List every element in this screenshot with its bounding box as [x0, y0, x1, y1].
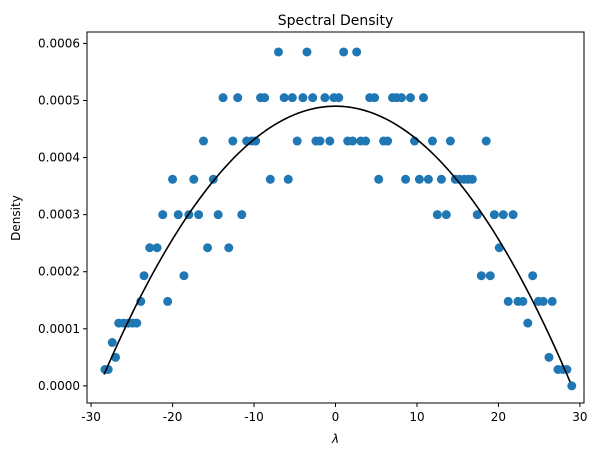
scatter-point [218, 93, 228, 103]
scatter-point [562, 364, 572, 374]
scatter-point [308, 93, 318, 103]
scatter-point [273, 47, 283, 57]
scatter-point [441, 210, 451, 220]
x-tick-label: 10 [409, 410, 424, 424]
scatter-point [302, 47, 312, 57]
y-axis-ticks: 0.0000 0.0001 0.0002 0.0003 0.0004 0.0005 0.00… [38, 36, 87, 393]
x-tick-label: -30 [81, 410, 101, 424]
scatter-point [194, 210, 204, 220]
scatter-point [139, 271, 149, 281]
x-tick-label: -20 [163, 410, 183, 424]
scatter-point [370, 93, 380, 103]
scatter-point [334, 93, 344, 103]
fitted-curve-layer [103, 105, 571, 383]
scatter-point [213, 210, 223, 220]
scatter-point [287, 93, 297, 103]
x-tick-label: -10 [244, 410, 264, 424]
scatter-point [445, 136, 455, 146]
x-axis-label: λ [331, 432, 339, 446]
scatter-point [567, 381, 577, 391]
scatter-point [158, 210, 168, 220]
scatter-point [152, 243, 162, 253]
scatter-point [292, 136, 302, 146]
y-tick-label: 0.0005 [38, 93, 80, 107]
scatter-point [145, 243, 155, 253]
scatter-point [476, 271, 486, 281]
y-tick-label: 0.0002 [38, 265, 80, 279]
scatter-point [203, 243, 213, 253]
scatter-point [189, 174, 199, 184]
y-tick-label: 0.0000 [38, 379, 80, 393]
scatter-point [427, 136, 437, 146]
scatter-point [423, 174, 433, 184]
scatter-point [279, 93, 289, 103]
scatter-point [547, 296, 557, 306]
scatter-point [528, 271, 538, 281]
scatter-point [401, 174, 411, 184]
scatter-point [228, 136, 238, 146]
scatter-point [348, 136, 358, 146]
scatter-point [523, 318, 533, 328]
scatter-point [518, 296, 528, 306]
scatter-point [179, 271, 189, 281]
scatter-point [418, 93, 428, 103]
scatter-point [132, 318, 142, 328]
chart-title: Spectral Density [278, 13, 393, 29]
scatter-point [260, 93, 270, 103]
scatter-point [298, 93, 308, 103]
y-tick-label: 0.0004 [38, 151, 80, 165]
scatter-point [265, 174, 275, 184]
scatter-point [383, 136, 393, 146]
scatter-point [208, 174, 218, 184]
scatter-point [481, 136, 491, 146]
scatter-point [467, 174, 477, 184]
scatter-point [538, 296, 548, 306]
fitted-curve [103, 105, 571, 383]
scatter-point [352, 47, 362, 57]
scatter-point [405, 93, 415, 103]
y-tick-label: 0.0001 [38, 322, 80, 336]
x-tick-label: 0 [332, 410, 340, 424]
scatter-point [361, 136, 371, 146]
x-tick-label: 30 [572, 410, 587, 424]
scatter-point [224, 243, 234, 253]
scatter-point [339, 47, 349, 57]
scatter-point [251, 136, 261, 146]
scatter-point [485, 271, 495, 281]
scatter-point [432, 210, 442, 220]
scatter-point [489, 210, 499, 220]
scatter-point [436, 174, 446, 184]
scatter-point [233, 93, 243, 103]
scatter-point [414, 174, 424, 184]
y-tick-label: 0.0006 [38, 36, 80, 50]
scatter-point [168, 174, 178, 184]
scatter-point [374, 174, 384, 184]
scatter-point [472, 210, 482, 220]
scatter-point [283, 174, 293, 184]
scatter-point [173, 210, 183, 220]
scatter-point [237, 210, 247, 220]
scatter-point [320, 93, 330, 103]
scatter-point [315, 136, 325, 146]
scatter-point [325, 136, 335, 146]
scatter-point [498, 210, 508, 220]
y-tick-label: 0.0003 [38, 208, 80, 222]
x-axis-ticks: -30 -20 -10 0 10 20 30 [81, 403, 588, 424]
x-tick-label: 20 [491, 410, 506, 424]
scatter-point [396, 93, 406, 103]
scatter-point [544, 352, 554, 362]
y-axis-label: Density [9, 195, 23, 241]
scatter-point [503, 296, 513, 306]
scatter-point [199, 136, 209, 146]
scatter-points [100, 47, 577, 391]
scatter-point [107, 337, 117, 347]
scatter-point [163, 296, 173, 306]
scatter-point [508, 210, 518, 220]
